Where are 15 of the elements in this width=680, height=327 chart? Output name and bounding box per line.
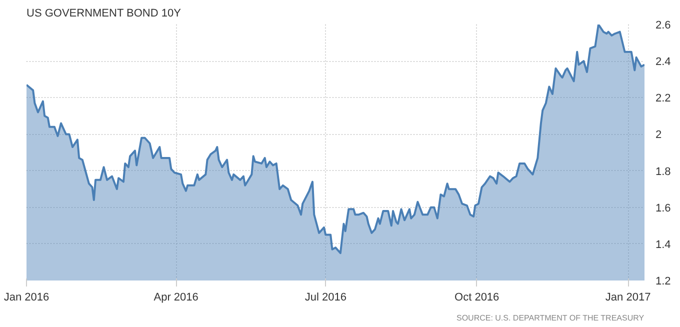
y-tick-label: 1.2 [656, 276, 671, 288]
chart-title: US GOVERNMENT BOND 10Y [26, 8, 182, 20]
x-tick-label: Jul 2016 [304, 292, 346, 304]
y-tick-label: 2.2 [656, 92, 671, 105]
y-tick-label: 2.6 [656, 20, 671, 32]
x-tick-label: Oct 2016 [454, 292, 500, 304]
y-tick-label: 2.4 [656, 56, 671, 68]
x-tick-label: Jan 2016 [4, 292, 50, 304]
source-note: SOURCE: U.S. DEPARTMENT OF THE TREASURY [456, 314, 645, 322]
x-tick-label: Apr 2016 [154, 292, 198, 304]
y-tick-label: 1.4 [656, 238, 671, 251]
y-tick-label: 1.6 [656, 202, 671, 214]
x-tick-label: Jan 2017 [605, 292, 651, 304]
y-tick-label: 2 [656, 129, 662, 142]
y-tick-label: 1.8 [656, 166, 671, 178]
